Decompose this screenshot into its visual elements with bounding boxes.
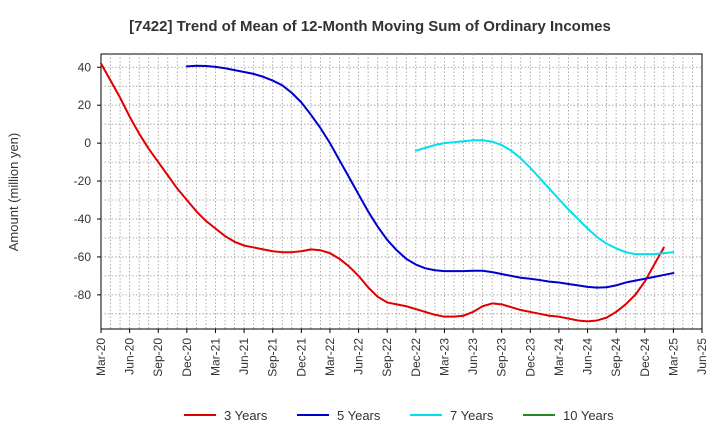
x-tick-label: Sep-20 <box>151 338 165 377</box>
legend-item-7-years: 7 Years <box>410 408 494 423</box>
legend-label: 5 Years <box>337 408 381 423</box>
x-tick-label: Dec-23 <box>523 338 537 377</box>
y-tick-label: 0 <box>84 136 91 150</box>
legend-label: 10 Years <box>563 408 614 423</box>
x-tick-label: Sep-21 <box>266 338 280 377</box>
series-line-7-years <box>414 139 675 256</box>
x-tick-label: Jun-20 <box>123 338 137 375</box>
x-tick-label: Mar-22 <box>323 338 337 376</box>
x-tick-label: Sep-22 <box>380 338 394 377</box>
x-tick-label: Jun-25 <box>695 338 709 375</box>
x-tick-label: Mar-25 <box>666 338 680 376</box>
y-axis-label: Amount (million yen) <box>6 133 21 252</box>
x-tick-label: Jun-23 <box>466 338 480 375</box>
legend-label: 3 Years <box>224 408 268 423</box>
series-line-5-years <box>185 64 675 289</box>
y-tick-label: 40 <box>78 60 92 74</box>
legend-label: 7 Years <box>450 408 494 423</box>
x-tick-label: Jun-24 <box>581 338 595 375</box>
y-tick-label: 20 <box>78 98 92 112</box>
x-tick-label: Jun-22 <box>352 338 366 375</box>
y-tick-label: -40 <box>74 212 92 226</box>
chart-title: [7422] Trend of Mean of 12-Month Moving … <box>129 18 611 35</box>
series-line-3-years <box>100 62 665 323</box>
x-tick-label: Jun-21 <box>237 338 251 375</box>
legend-item-5-years: 5 Years <box>297 408 381 423</box>
legend-item-10-years: 10 Years <box>523 408 614 423</box>
legend: 3 Years 5 Years 7 Years 10 Years <box>184 408 614 423</box>
x-tick-label: Dec-22 <box>409 338 423 377</box>
x-tick-label: Mar-20 <box>94 338 108 376</box>
plot-area <box>100 53 703 330</box>
legend-item-3-years: 3 Years <box>184 408 268 423</box>
x-tick-label: Mar-24 <box>552 338 566 376</box>
x-axis-ticks: Mar-20 Jun-20 Sep-20 Dec-20 Mar-21 Jun-21 Sep-… <box>94 329 709 377</box>
x-tick-label: Dec-20 <box>180 338 194 377</box>
x-tick-label: Mar-21 <box>208 338 222 376</box>
y-tick-label: -60 <box>74 250 92 264</box>
x-tick-label: Dec-24 <box>638 338 652 377</box>
x-tick-label: Mar-23 <box>437 338 451 376</box>
x-tick-label: Dec-21 <box>294 338 308 377</box>
grid-lines <box>101 54 702 329</box>
series-group <box>100 62 675 323</box>
y-tick-label: -80 <box>74 288 92 302</box>
x-tick-label: Sep-23 <box>495 338 509 377</box>
y-tick-label: -20 <box>74 174 92 188</box>
y-axis-ticks: 40 20 0 -20 -40 -60 -80 <box>74 60 101 302</box>
x-tick-label: Sep-24 <box>609 338 623 377</box>
